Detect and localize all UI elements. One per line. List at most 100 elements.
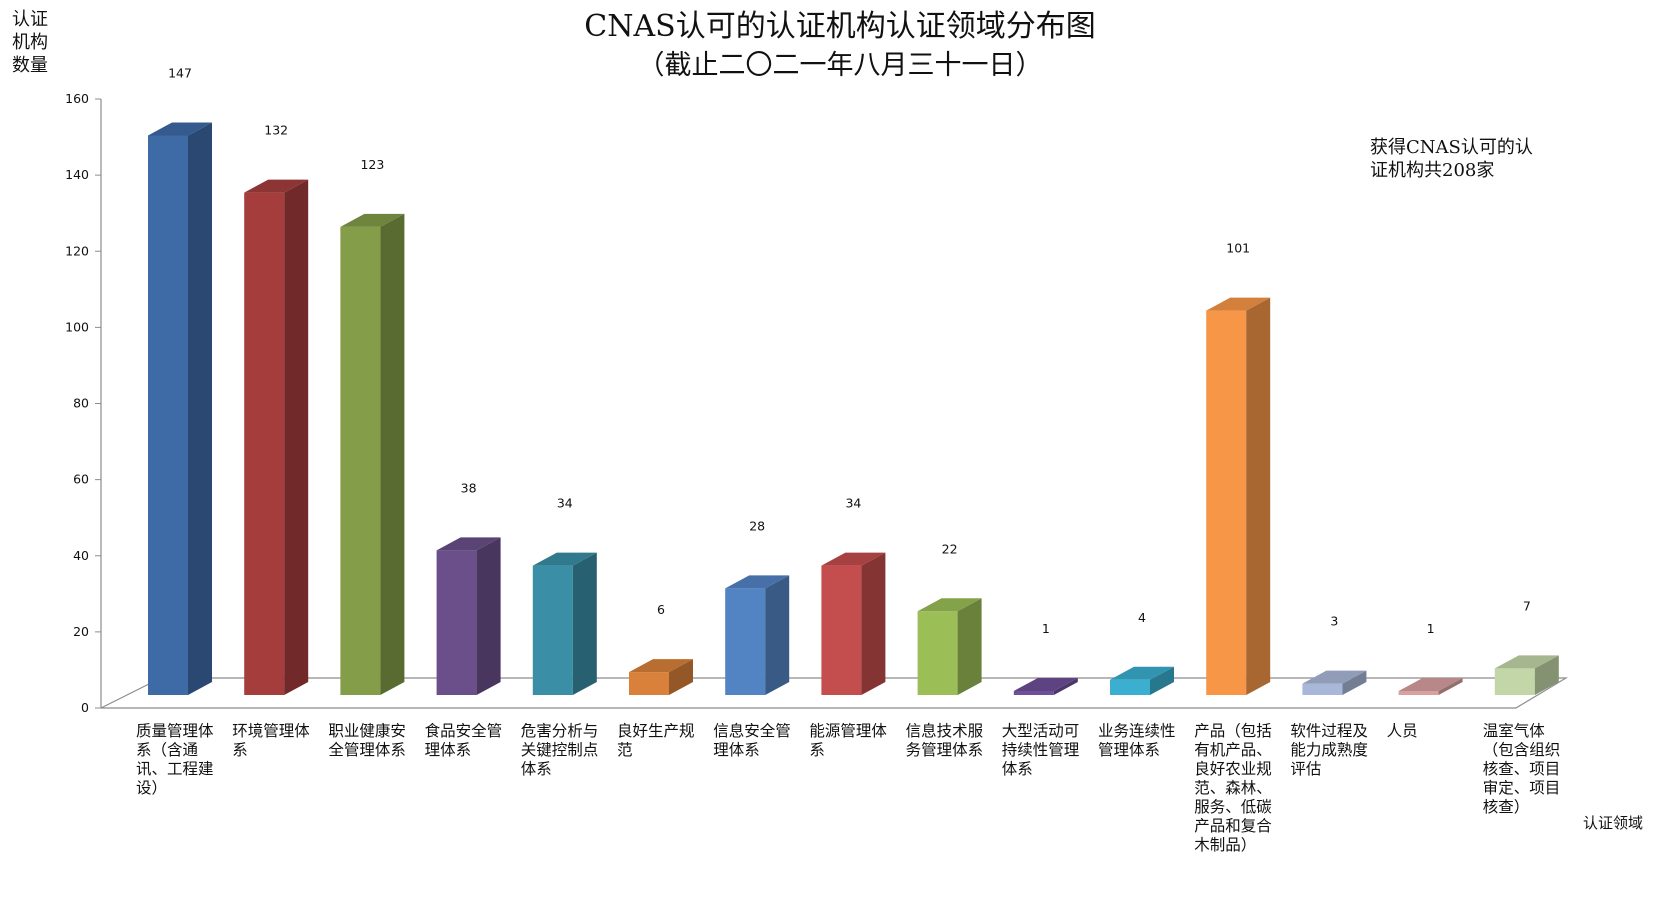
bar-face [1494, 655, 1559, 669]
bar-face [1206, 310, 1247, 695]
bar-face [340, 213, 405, 227]
data-label: 7 [1523, 598, 1531, 613]
x-tick-label: 环境管理体系 [232, 722, 310, 759]
y-tick-label: 120 [65, 243, 89, 258]
bar-face [380, 213, 405, 696]
bar-face [436, 550, 477, 695]
bar-face [765, 575, 790, 695]
chart-annotation: 获得CNAS认可的认证机构共208家 [1370, 137, 1533, 181]
data-label: 123 [360, 157, 384, 172]
bar-face [476, 537, 501, 695]
data-label: 22 [942, 541, 958, 556]
bar-face [244, 192, 285, 695]
bar [532, 552, 597, 695]
y-tick-label: 140 [65, 167, 89, 182]
data-label: 3 [1330, 614, 1338, 629]
bar-face [725, 588, 766, 695]
data-label: 6 [657, 602, 665, 617]
bar [1206, 297, 1271, 695]
x-tick-label: 产品（包括有机产品、良好农业规范、森林、服务、低碳产品和复合木制品） [1194, 722, 1272, 854]
data-label: 1 [1042, 621, 1050, 636]
bar-face [340, 226, 381, 696]
bar-face [244, 179, 309, 193]
bar-face [957, 598, 982, 695]
bar [629, 659, 693, 695]
bar-face [1438, 678, 1463, 695]
bar [340, 213, 405, 696]
y-tick-label: 0 [81, 700, 89, 715]
data-label: 132 [264, 123, 288, 138]
bar-face [188, 122, 212, 695]
data-label: 101 [1226, 241, 1250, 256]
y-tick-label: 60 [73, 472, 89, 487]
x-tick-label: 信息技术服务管理体系 [905, 722, 984, 759]
bar-face [1398, 691, 1439, 695]
bar [1110, 666, 1174, 695]
bar-face [1150, 666, 1174, 695]
bar-face [1398, 678, 1463, 691]
bar-face [1342, 670, 1367, 695]
chart-title: CNAS认可的认证机构认证领域分布图 [584, 9, 1096, 44]
x-axis-label: 认证领域 [1583, 814, 1644, 832]
data-label: 28 [749, 518, 765, 533]
x-tick-label: 信息安全管理体系 [713, 722, 791, 759]
y-tick-label: 40 [73, 548, 89, 563]
x-tick-label: 人员 [1386, 722, 1418, 740]
bar [148, 122, 212, 695]
bar-face [1246, 297, 1271, 695]
bar-face [1053, 678, 1078, 695]
bar [1494, 655, 1559, 695]
bar-face [629, 672, 669, 695]
bar-face [629, 659, 693, 673]
chart-subtitle: （截止二〇二一年八月三十一日） [637, 50, 1043, 81]
x-tick-label: 职业健康安全管理体系 [328, 722, 406, 759]
data-label: 147 [168, 65, 192, 80]
bar-face [532, 552, 597, 566]
bar-face [917, 611, 958, 695]
bar-face [1110, 666, 1174, 680]
bar-face [436, 537, 501, 551]
y-tick-label: 80 [73, 396, 89, 411]
x-tick-label: 软件过程及能力成熟度评估 [1290, 722, 1368, 778]
bar-face [532, 565, 573, 695]
bar-face [1302, 670, 1367, 684]
bar-face [821, 552, 886, 566]
y-tick-label: 100 [65, 319, 89, 334]
bar-face [1494, 668, 1535, 695]
bar-face [1302, 683, 1343, 695]
bar-face [1013, 678, 1078, 691]
bar-face [861, 552, 886, 695]
bar-face [1206, 297, 1271, 311]
data-label: 4 [1138, 610, 1146, 625]
bar-face [821, 565, 862, 695]
data-label: 38 [461, 480, 477, 495]
bar-face [284, 179, 309, 695]
bar-face [669, 659, 693, 695]
bar [244, 179, 309, 695]
x-tick-label: 良好生产规范 [617, 722, 695, 759]
bar [725, 575, 790, 695]
bar-face [1013, 691, 1054, 695]
x-tick-label: 危害分析与关键控制点体系 [520, 722, 599, 778]
x-tick-label: 质量管理体系（含通讯、工程建设） [136, 722, 214, 797]
x-tick-label: 能源管理体系 [809, 722, 887, 759]
bar-face [1110, 679, 1150, 695]
data-label: 34 [845, 496, 861, 511]
bar [1013, 678, 1078, 695]
bar-face [148, 122, 212, 136]
bar [436, 537, 501, 695]
x-tick-label: 业务连续性管理体系 [1098, 722, 1176, 759]
bar-face [148, 135, 188, 695]
x-tick-label: 温室气体（包含组织 核查、项目审定、项目核查） [1482, 722, 1561, 816]
bar-face [917, 598, 982, 612]
bar [1398, 678, 1463, 695]
bar [821, 552, 886, 695]
bar-face [572, 552, 597, 695]
bar [1302, 670, 1367, 695]
data-label: 1 [1427, 621, 1435, 636]
x-tick-label: 食品安全管理体系 [424, 722, 503, 759]
y-axis-label: 认证机构数量 [12, 9, 48, 76]
x-tick-label: 大型活动可持续性管理体系 [1001, 722, 1080, 778]
bar-face [725, 575, 790, 589]
